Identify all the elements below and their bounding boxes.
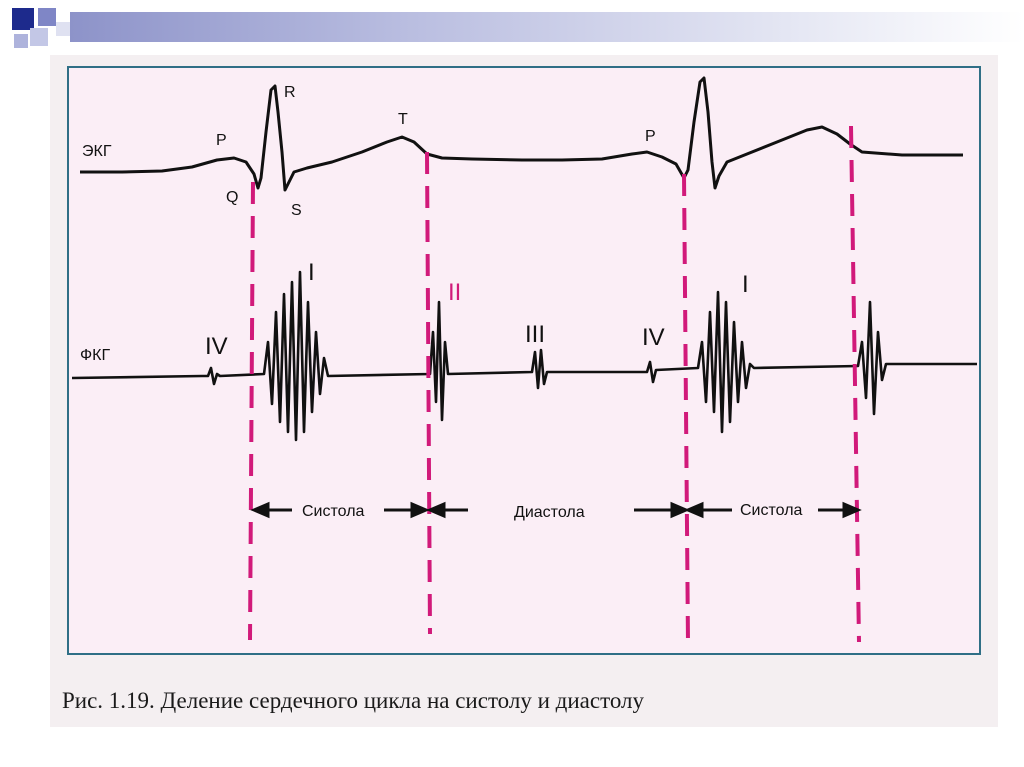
heart-sound-i-2: I bbox=[742, 271, 749, 298]
ecg-label: ЭКГ bbox=[82, 143, 112, 160]
phase-dividers bbox=[248, 125, 861, 645]
heart-cycle-diagram: ЭКГ ФКГ P Q R S T P IV I II III IV I Сис… bbox=[71, 76, 977, 645]
divider-line-4 bbox=[849, 125, 861, 643]
phase-systole-1: Систола bbox=[302, 503, 365, 520]
systole-1-arrowhead-left bbox=[250, 501, 270, 519]
pcg-label: ФКГ bbox=[80, 347, 110, 364]
systole-2-arrowhead-right bbox=[842, 501, 862, 519]
decor-square-light bbox=[30, 28, 48, 46]
title-bar-gradient bbox=[70, 12, 1024, 42]
ecg-wave-s: S bbox=[291, 202, 302, 219]
decor-square-small bbox=[14, 34, 28, 48]
figure-panel: ЭКГ ФКГ P Q R S T P IV I II III IV I Сис… bbox=[67, 66, 981, 655]
decor-square-dark bbox=[12, 8, 34, 30]
systole-1-arrowhead-right bbox=[410, 501, 430, 519]
heart-sound-iv-1: IV bbox=[205, 333, 228, 360]
ecg-wave-p1: P bbox=[216, 132, 227, 149]
divider-line-2 bbox=[425, 151, 432, 635]
decor-square-mid bbox=[38, 8, 56, 26]
heart-sound-iv-2: IV bbox=[642, 324, 665, 351]
diastole-arrowhead-right bbox=[670, 501, 690, 519]
systole-2-arrowhead-left bbox=[684, 501, 704, 519]
divider-line-1 bbox=[248, 181, 255, 641]
diastole-arrowhead-left bbox=[426, 501, 446, 519]
heart-sound-i-1: I bbox=[308, 259, 315, 286]
heart-sound-iii: III bbox=[525, 321, 545, 348]
phase-diastole: Диастола bbox=[514, 504, 585, 521]
decor-square-pale bbox=[56, 22, 70, 36]
pcg-baseline bbox=[71, 270, 977, 442]
ecg-wave-q: Q bbox=[226, 189, 238, 206]
ecg-trace bbox=[80, 76, 963, 192]
phase-arrows bbox=[250, 501, 862, 519]
phase-systole-2: Систола bbox=[740, 502, 803, 519]
figure-caption: Рис. 1.19. Деление сердечного цикла на с… bbox=[62, 688, 645, 713]
divider-line-3 bbox=[682, 173, 690, 645]
ecg-wave-t: T bbox=[398, 111, 408, 128]
ecg-wave-p2: P bbox=[645, 128, 656, 145]
ecg-wave-r: R bbox=[284, 84, 296, 101]
heart-sound-ii: II bbox=[448, 279, 461, 306]
